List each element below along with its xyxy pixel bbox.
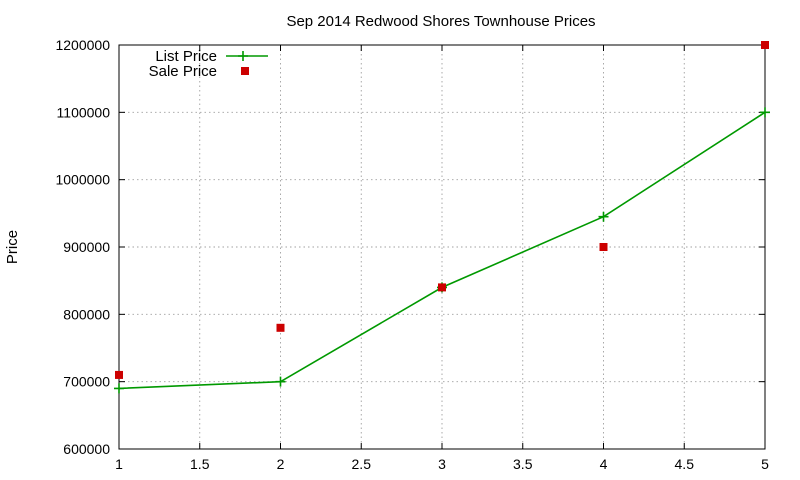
legend: List Price Sale Price (149, 48, 268, 80)
y-tick-label: 1000000 (55, 172, 110, 188)
x-tick-label: 3 (438, 456, 446, 472)
sale-price-point (761, 41, 769, 49)
list-price-point (598, 211, 609, 222)
plot-frame (118, 44, 766, 450)
y-tick-label: 1200000 (55, 37, 110, 53)
list-price-point (275, 376, 286, 387)
y-tick-label: 700000 (63, 374, 110, 390)
legend-label-list-price: List Price (155, 48, 217, 65)
x-tick-label: 1 (115, 456, 123, 472)
y-axis-label: Price (4, 230, 21, 264)
y-tick-label: 600000 (63, 441, 110, 457)
data-series (114, 41, 770, 394)
gridlines (119, 45, 765, 449)
list-price-point (114, 383, 124, 394)
sale-price-point (599, 243, 608, 251)
x-tick-label: 1.5 (190, 456, 210, 472)
legend-plus-marker (238, 51, 248, 61)
legend-label-sale-price: Sale Price (149, 63, 217, 80)
x-tick-label: 5 (761, 456, 769, 472)
x-tick-label: 2.5 (352, 456, 372, 472)
sale-price-point (276, 323, 285, 332)
x-tick-label: 2 (277, 456, 285, 472)
sale-price-point (115, 370, 123, 379)
list-price-point (760, 107, 770, 118)
y-tick-label: 800000 (63, 306, 110, 322)
chart-title: Sep 2014 Redwood Shores Townhouse Prices (286, 13, 595, 30)
y-tick-label: 900000 (63, 239, 110, 255)
x-tick-label: 3.5 (513, 456, 533, 472)
y-tick-label: 1100000 (57, 104, 111, 120)
y-axis-ticks: 600000 700000 800000 900000 1000000 1100000 12… (55, 37, 765, 457)
x-tick-label: 4.5 (675, 456, 695, 472)
legend-square-marker (241, 67, 249, 75)
x-tick-label: 4 (600, 456, 608, 472)
sale-price-point (438, 283, 446, 292)
